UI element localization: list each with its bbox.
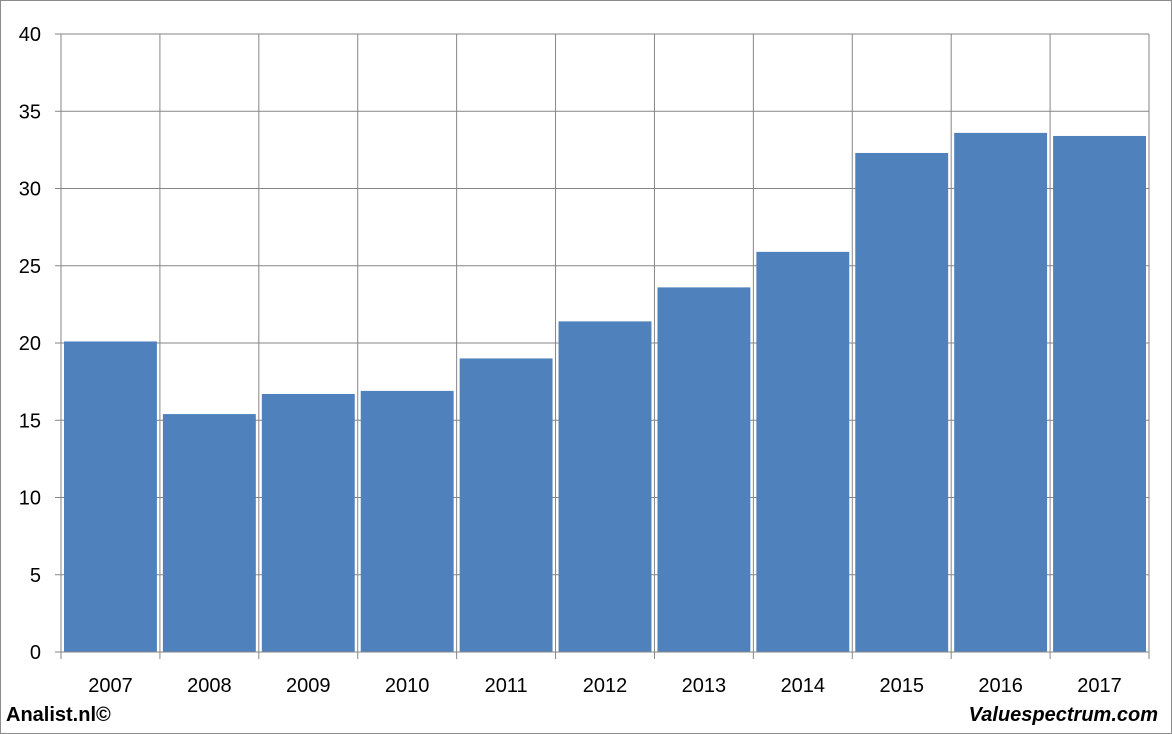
x-tick-label: 2014 bbox=[781, 675, 826, 697]
bar-2012 bbox=[558, 321, 652, 652]
y-tick-label: 0 bbox=[30, 642, 41, 664]
bar-2007 bbox=[64, 341, 157, 652]
axes-group bbox=[55, 33, 1150, 659]
x-tick-label: 2010 bbox=[385, 675, 430, 697]
bars-group bbox=[64, 132, 1146, 653]
footer-right-credit: Valuespectrum.com bbox=[968, 704, 1158, 726]
y-tick-label: 30 bbox=[19, 179, 41, 201]
y-tick-label: 40 bbox=[19, 24, 41, 46]
y-tick-label: 20 bbox=[19, 333, 41, 355]
y-tick-labels: 0 5 10 15 20 25 30 35 40 bbox=[19, 24, 41, 664]
x-tick-label: 2015 bbox=[879, 675, 924, 697]
x-tick-label: 2007 bbox=[88, 675, 133, 697]
x-tick-label: 2013 bbox=[682, 675, 727, 697]
bar-2011 bbox=[459, 358, 553, 652]
bar-2009 bbox=[261, 393, 355, 652]
bar-2010 bbox=[360, 390, 454, 652]
y-tick-label: 10 bbox=[19, 488, 41, 510]
x-tick-label: 2012 bbox=[583, 675, 628, 697]
bar-2013 bbox=[657, 287, 751, 652]
bar-2014 bbox=[756, 251, 850, 652]
bar-2008 bbox=[162, 414, 256, 652]
y-tick-label: 25 bbox=[19, 256, 41, 278]
x-tick-label: 2016 bbox=[978, 675, 1023, 697]
x-tick-label: 2011 bbox=[485, 675, 528, 697]
bar-2015 bbox=[855, 152, 949, 652]
x-tick-labels: 2007 2008 2009 2010 2011 2012 2013 2014 2015 2016… bbox=[88, 675, 1122, 697]
x-tick-label: 2009 bbox=[286, 675, 331, 697]
bar-2017 bbox=[1053, 135, 1146, 653]
x-tick-label: 2008 bbox=[187, 675, 232, 697]
footer-left-credit: Analist.nl© bbox=[6, 704, 111, 726]
y-tick-label: 15 bbox=[19, 410, 41, 432]
x-tick-label: 2017 bbox=[1077, 675, 1122, 697]
y-tick-label: 35 bbox=[19, 101, 41, 123]
bar-2016 bbox=[954, 132, 1048, 652]
y-tick-label: 5 bbox=[30, 565, 41, 587]
